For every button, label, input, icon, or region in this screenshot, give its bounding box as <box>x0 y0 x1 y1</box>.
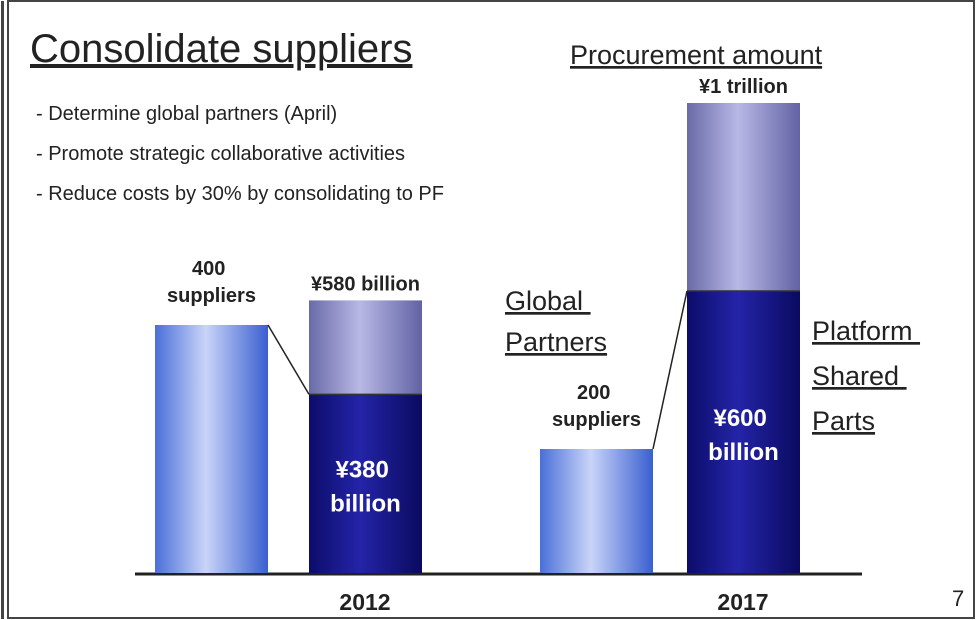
connector <box>652 290 688 450</box>
bullet: - Promote strategic collaborative activi… <box>36 143 405 165</box>
value-label: 200 suppliers <box>552 382 641 431</box>
bullet: - Determine global partners (April) <box>36 103 337 125</box>
annotation: Platform Shared Parts <box>812 316 920 436</box>
value-label: 400 suppliers <box>167 258 256 307</box>
x-tick-label: 2017 <box>717 589 768 615</box>
bar-segment <box>309 300 422 395</box>
bar-segment <box>687 103 800 291</box>
annotation: Global Partners <box>505 286 607 357</box>
value-label: ¥600 billion <box>708 405 779 466</box>
connector <box>267 324 310 395</box>
total-label: ¥580 billion <box>311 273 420 295</box>
bar <box>540 449 653 573</box>
frame <box>7 0 975 619</box>
value-label: ¥380 billion <box>330 457 401 518</box>
x-tick-label: 2012 <box>339 589 390 615</box>
subtitle: Procurement amount <box>570 40 823 70</box>
bullet: - Reduce costs by 30% by consolidating t… <box>36 183 444 205</box>
frame-edge <box>1 1 4 619</box>
bar <box>155 325 268 573</box>
bar-segment <box>687 291 800 573</box>
title: Consolidate suppliers <box>30 27 412 71</box>
bar-segment <box>309 394 422 573</box>
total-label: ¥1 trillion <box>699 76 788 98</box>
page-number: 7 <box>952 586 964 611</box>
